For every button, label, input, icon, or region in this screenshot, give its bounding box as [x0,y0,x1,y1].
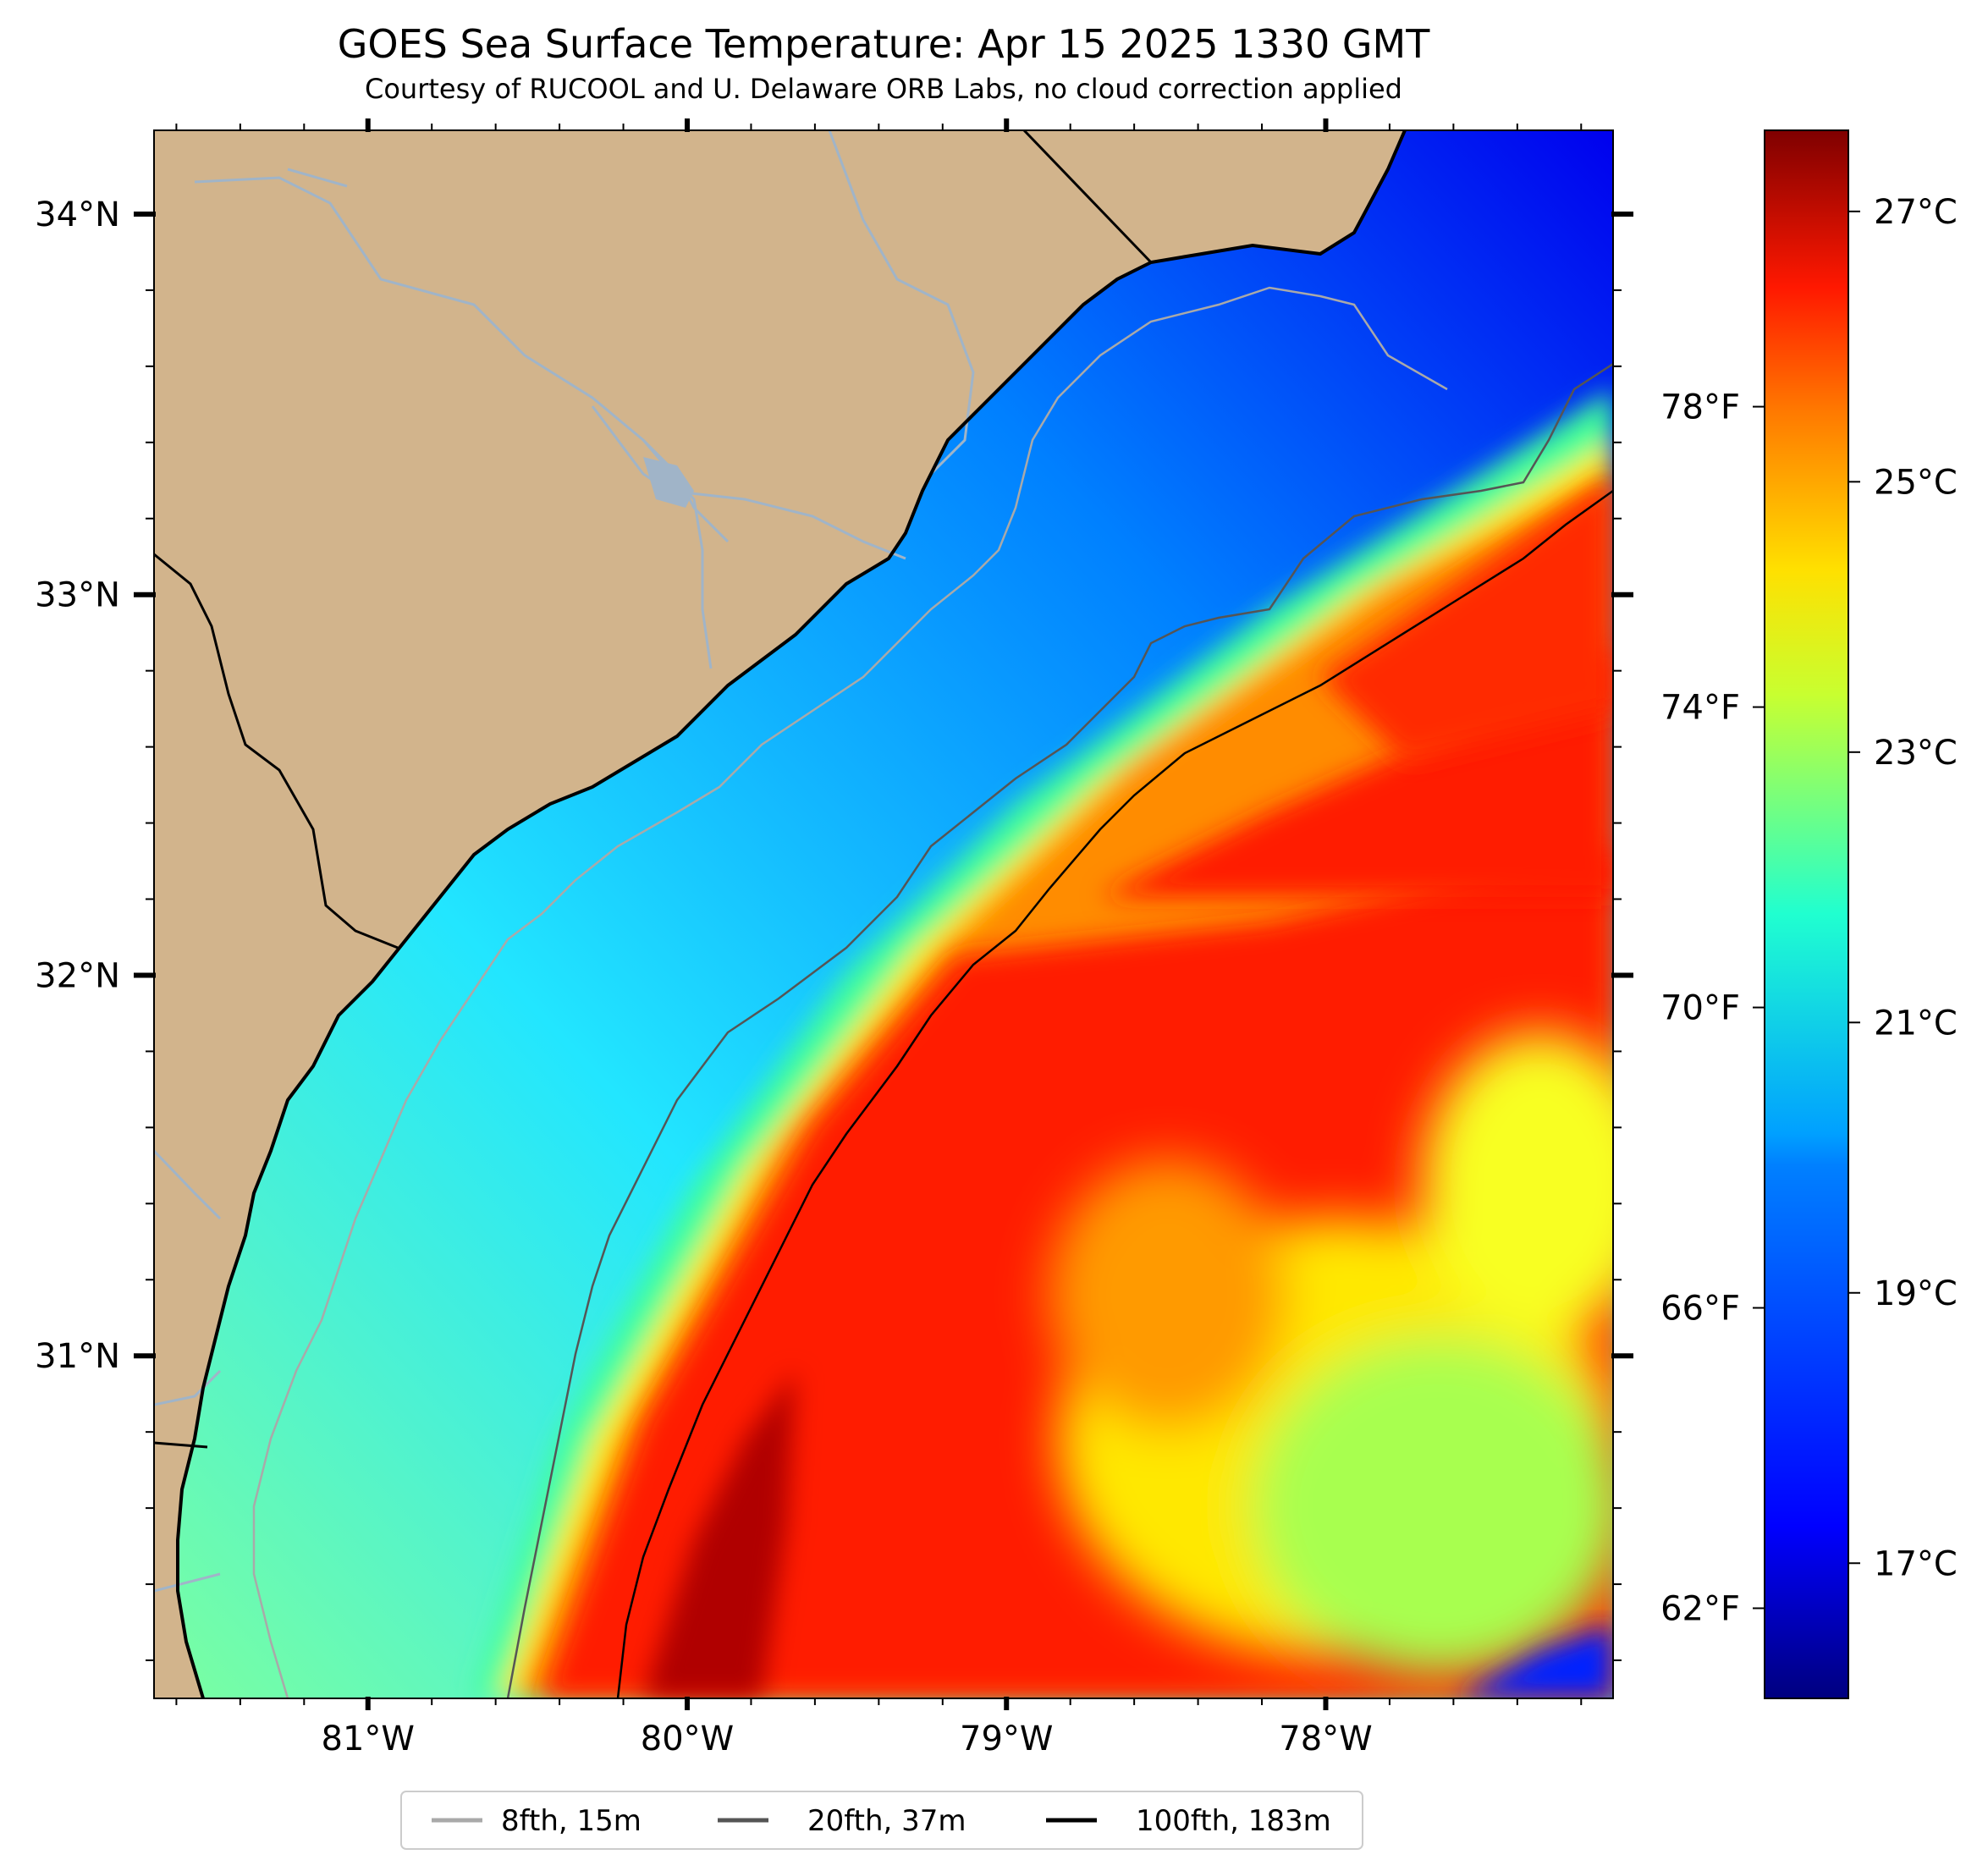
map-frame [153,129,1614,1699]
colorbar-label-78f: 78°F [1660,388,1740,427]
colorbar-label-21c: 21°C [1874,1004,1958,1043]
coastline [176,130,1407,1698]
lon-label-78w: 78°W [1279,1720,1372,1758]
colorbar-label-25c: 25°C [1874,463,1958,502]
colorbar-label-23c: 23°C [1874,734,1958,773]
colorbar-label-19c: 19°C [1874,1274,1958,1313]
cold-patch-southeast [1456,1625,1613,1698]
legend: 8fth, 15m 20fth, 37m 100fth, 183m [400,1791,1363,1850]
gulf-stream-dark-core [643,1371,796,1698]
isobath-8fth [252,286,1448,1698]
isobath-20fth [506,362,1613,1698]
colorbar-label-66f: 66°F [1660,1290,1740,1329]
land [154,130,1405,1698]
gulf-stream-upper-lobe [1100,643,1613,897]
state-boundaries [154,130,1153,1449]
legend-label-8fth: 8fth, 15m [501,1804,642,1838]
colorbar-label-62f: 62°F [1660,1590,1740,1629]
axis-ticks [134,118,1633,1710]
colorbar: 27°C 25°C 23°C 21°C 19°C 17°C 78°F 74°F … [1660,129,1958,1699]
chart-title: GOES Sea Surface Temperature: Apr 15 202… [338,21,1430,67]
eddy-orange [1049,1159,1286,1430]
colorbar-label-27c: 27°C [1874,193,1958,232]
isobath-100fth [616,489,1613,1698]
chart-subtitle: Courtesy of RUCOOL and U. Delaware ORB L… [365,73,1402,105]
lat-label-34n: 34°N [35,195,120,234]
legend-label-20fth: 20fth, 37m [807,1804,966,1838]
eddy-green [1253,1337,1613,1676]
colorbar-label-17c: 17°C [1874,1544,1958,1583]
lat-label-31n: 31°N [35,1337,120,1376]
lat-label-32n: 32°N [35,956,120,995]
legend-box [400,1791,1363,1850]
eddy-yellow-east [1422,1032,1613,1337]
colorbar-label-70f: 70°F [1660,989,1740,1028]
lon-label-79w: 79°W [960,1720,1053,1758]
sst-map [154,130,1613,1698]
lat-label-33n: 33°N [35,576,120,615]
colorbar-label-74f: 74°F [1660,689,1740,728]
lake-marion [643,457,694,508]
lon-label-80w: 80°W [641,1720,734,1758]
lon-label-81w: 81°W [322,1720,415,1758]
legend-label-100fth: 100fth, 183m [1136,1804,1331,1838]
colorbar-gradient [1764,129,1849,1699]
